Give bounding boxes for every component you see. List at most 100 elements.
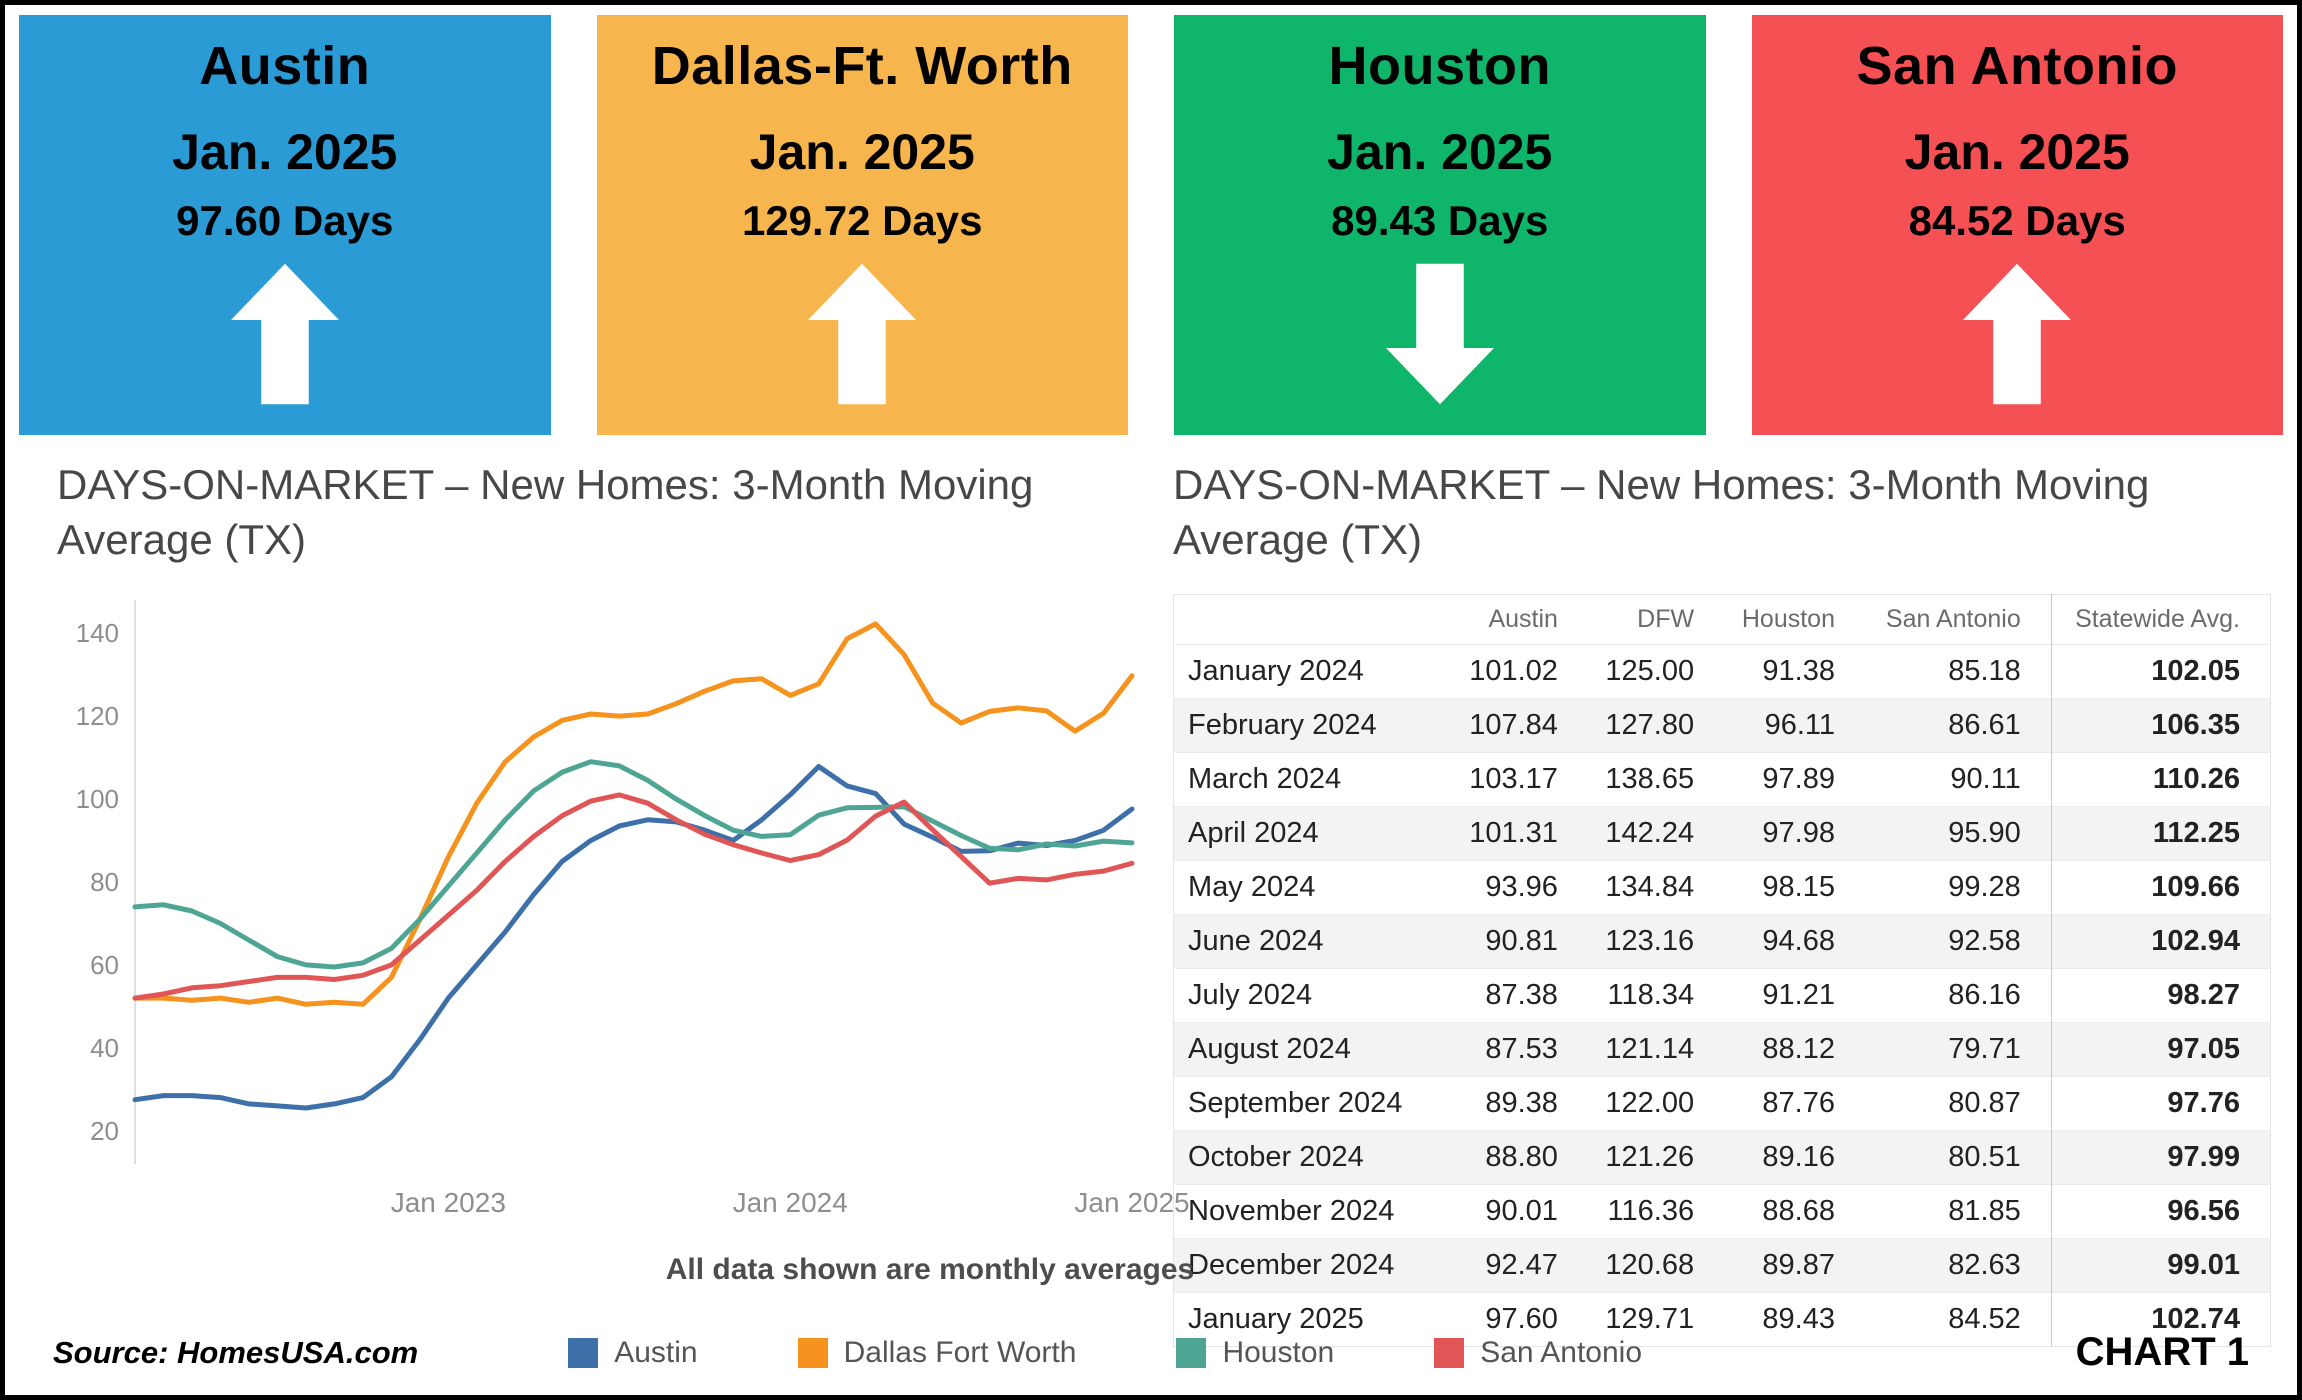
- row-value: 102.05: [2050, 644, 2271, 699]
- y-tick-label: 100: [76, 784, 119, 814]
- row-value: 96.56: [2050, 1184, 2271, 1239]
- row-value: 88.12: [1762, 1032, 1835, 1065]
- summary-card-san-antonio: San Antonio Jan. 2025 84.52 Days: [1751, 15, 2283, 435]
- row-value: 110.26: [2050, 752, 2271, 807]
- row-value: 91.21: [1762, 978, 1835, 1011]
- row-label: April 2024: [1188, 816, 1319, 849]
- table-row: December 2024 92.47 120.68 89.87 82.63 99.01: [1173, 1238, 2271, 1293]
- row-value: 102.94: [2050, 914, 2271, 969]
- card-city: Austin: [199, 36, 371, 96]
- card-date: Jan. 2025: [1327, 124, 1553, 180]
- series-houston: [132, 759, 1135, 970]
- x-tick-label: Jan 2025: [1074, 1187, 1189, 1218]
- chart-caption: All data shown are monthly averages: [665, 1253, 1195, 1286]
- left-chart-title: DAYS-ON-MARKET – New Homes: 3-Month Movi…: [57, 461, 1034, 564]
- row-label: June 2024: [1188, 924, 1324, 957]
- row-value: 85.18: [1948, 654, 2021, 687]
- row-value: 97.05: [2050, 1022, 2271, 1077]
- row-value: 90.81: [1485, 924, 1558, 957]
- row-value: 121.26: [1605, 1140, 1695, 1173]
- legend-swatch-icon: [568, 1337, 599, 1368]
- row-value: 107.84: [1469, 708, 1558, 741]
- row-label: November 2024: [1188, 1194, 1395, 1227]
- table-row: August 2024 87.53 121.14 88.12 79.71 97.05: [1173, 1022, 2271, 1077]
- row-value: 88.80: [1485, 1140, 1558, 1173]
- row-label: February 2024: [1188, 708, 1377, 741]
- row-value: 86.61: [1948, 708, 2021, 741]
- row-value: 92.47: [1485, 1248, 1558, 1281]
- row-value: 95.90: [1948, 816, 2021, 849]
- row-value: 129.71: [1605, 1302, 1695, 1335]
- row-value: 127.80: [1605, 708, 1695, 741]
- row-value: 102.74: [2050, 1292, 2271, 1347]
- row-value: 89.16: [1762, 1140, 1835, 1173]
- chart-legend: Austin Dallas Fort Worth Houston San Antoni…: [568, 1336, 1642, 1370]
- series-san-antonio: [132, 792, 1135, 1001]
- y-tick-label: 40: [90, 1033, 119, 1063]
- row-value: 96.11: [1764, 708, 1835, 741]
- row-value: 90.01: [1485, 1194, 1558, 1227]
- row-value: 123.16: [1605, 924, 1695, 957]
- card-date: Jan. 2025: [172, 124, 398, 180]
- y-tick-label: 60: [90, 950, 119, 980]
- legend-item: San Antonio: [1434, 1336, 1642, 1370]
- row-value: 103.17: [1469, 762, 1558, 795]
- table-row: February 2024 107.84 127.80 96.11 86.61 106.3…: [1173, 698, 2271, 753]
- line-chart: 20 40 60 80 100 120 140 Jan 2023 Jan 2024 Jan 202…: [76, 599, 1190, 1218]
- x-tick-label: Jan 2024: [733, 1187, 848, 1218]
- up-arrow-icon: [230, 263, 339, 405]
- column-header: Houston: [1741, 604, 1835, 633]
- row-value: 93.96: [1485, 870, 1558, 903]
- x-tick-label: Jan 2023: [391, 1187, 506, 1218]
- dom-table: Austin DFW Houston San Antonio Statewide Avg…: [1173, 593, 2271, 1347]
- legend-label: Dallas Fort Worth: [843, 1335, 1077, 1369]
- row-value: 80.51: [1948, 1140, 2021, 1173]
- row-label: July 2024: [1188, 978, 1313, 1011]
- row-value: 120.68: [1605, 1248, 1695, 1281]
- row-value: 94.68: [1762, 924, 1835, 957]
- table-row: March 2024 103.17 138.65 97.89 90.11 110.26: [1173, 752, 2271, 807]
- row-value: 82.63: [1948, 1248, 2021, 1281]
- row-value: 88.68: [1762, 1194, 1835, 1227]
- legend-label: Houston: [1222, 1335, 1335, 1369]
- card-city: Dallas-Ft. Worth: [651, 36, 1073, 96]
- row-value: 109.66: [2050, 860, 2271, 915]
- legend-swatch-icon: [1434, 1337, 1465, 1368]
- table-title: DAYS-ON-MARKET – New Homes: 3-Month Movi…: [1173, 461, 2150, 564]
- row-value: 98.27: [2050, 968, 2271, 1023]
- column-header: DFW: [1637, 604, 1695, 633]
- row-value: 99.28: [1948, 870, 2021, 903]
- table-row: July 2024 87.38 118.34 91.21 86.16 98.27: [1173, 968, 2271, 1023]
- y-tick-label: 140: [76, 618, 119, 648]
- row-value: 121.14: [1605, 1032, 1695, 1065]
- row-value: 116.36: [1607, 1194, 1695, 1227]
- row-value: 97.76: [2050, 1076, 2271, 1131]
- column-header: Statewide Avg.: [2050, 594, 2271, 645]
- summary-cards: Austin Jan. 2025 97.60 Days Dallas-Ft. W…: [5, 5, 2297, 435]
- row-value: 97.98: [1762, 816, 1835, 849]
- column-header: Austin: [1488, 604, 1558, 633]
- series-austin: [132, 763, 1135, 1111]
- legend-swatch-icon: [1176, 1337, 1207, 1368]
- row-value: 81.85: [1948, 1194, 2021, 1227]
- table-row: January 2024 101.02 125.00 91.38 85.18 102.05: [1173, 644, 2271, 699]
- row-label: March 2024: [1188, 762, 1342, 795]
- row-label: January 2025: [1188, 1302, 1364, 1335]
- legend-swatch-icon: [797, 1337, 828, 1368]
- row-value: 86.16: [1948, 978, 2021, 1011]
- series-dallas-fort-worth: [132, 621, 1135, 1007]
- table-body: January 2024 101.02 125.00 91.38 85.18 102.05…: [1173, 644, 2271, 1347]
- row-value: 80.87: [1948, 1086, 2021, 1119]
- row-value: 84.52: [1948, 1302, 2021, 1335]
- card-date: Jan. 2025: [749, 124, 975, 180]
- chart-section: DAYS-ON-MARKET – New Homes: 3-Month Movi…: [5, 435, 1190, 1242]
- row-value: 106.35: [2050, 698, 2271, 753]
- up-arrow-icon: [808, 263, 917, 405]
- row-value: 112.25: [2050, 806, 2271, 861]
- legend-label: Austin: [614, 1335, 698, 1369]
- table-row: November 2024 90.01 116.36 88.68 81.85 96.56: [1173, 1184, 2271, 1239]
- row-label: January 2024: [1188, 654, 1364, 687]
- row-value: 142.24: [1605, 816, 1695, 849]
- table-row: October 2024 88.80 121.26 89.16 80.51 97.99: [1173, 1130, 2271, 1185]
